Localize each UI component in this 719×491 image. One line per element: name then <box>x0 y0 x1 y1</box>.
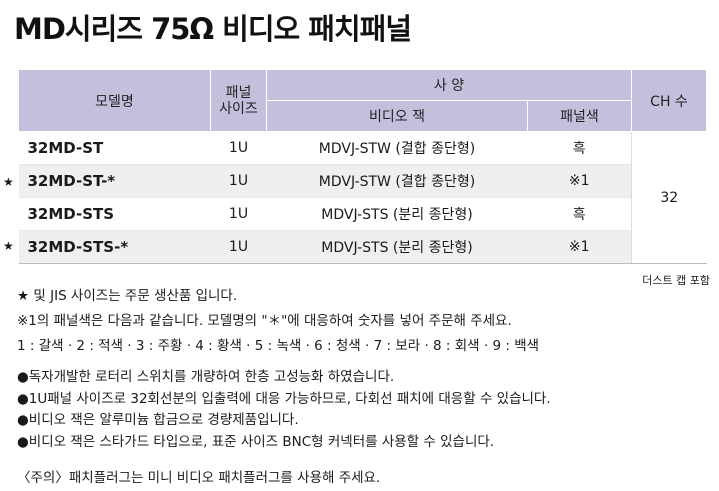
table-row-color: 흑 <box>527 131 632 165</box>
table-row-model: 32MD-STS-* <box>18 230 211 264</box>
note-line: ★ 및 JIS 사이즈는 주문 생산품 입니다. <box>17 288 238 304</box>
star-marker: ★ <box>3 175 14 189</box>
star-marker: ★ <box>3 239 14 253</box>
header-spec: 사 양 <box>266 69 632 101</box>
header-panel-size: 패널 사이즈 <box>210 69 267 132</box>
header-video-jack: 비디오 잭 <box>266 100 528 132</box>
note-line: ※1의 패널색은 다음과 같습니다. 모델명의 "＊"에 대응하여 숫자를 넣어… <box>17 313 512 329</box>
caution-note: 〈주의〉패치플러그는 미니 비디오 패치플러그를 사용해 주세요. <box>17 470 381 486</box>
table-row-jack: MDVJ-STS (분리 종단형) <box>266 197 528 231</box>
table-row-jack: MDVJ-STW (결합 종단형) <box>266 164 528 198</box>
table-row-jack: MDVJ-STS (분리 종단형) <box>266 230 528 264</box>
dust-cap-note: 더스트 캡 포함 <box>642 274 710 287</box>
table-row-model: 32MD-ST <box>18 131 211 165</box>
table-row-size: 1U <box>210 230 267 264</box>
spec-table: 모델명 패널 사이즈 사 양 CH 수 비디오 잭 패널색 32MD-ST 1U … <box>18 69 707 264</box>
table-row-model: 32MD-STS <box>18 197 211 231</box>
header-model: 모델명 <box>18 69 211 132</box>
table-row-color: 흑 <box>527 197 632 231</box>
table-row-size: 1U <box>210 131 267 165</box>
table-row-jack: MDVJ-STW (결합 종단형) <box>266 131 528 165</box>
order-notes: ★ 및 JIS 사이즈는 주문 생산품 입니다. ※1의 패널색은 다음과 같습… <box>17 284 539 359</box>
table-row-color: ※1 <box>527 230 632 264</box>
feature-item: ●독자개발한 로터리 스위치를 개량하여 한층 고성능화 하였습니다. <box>17 369 395 385</box>
header-panel-color: 패널색 <box>527 100 632 132</box>
table-row-size: 1U <box>210 164 267 198</box>
table-row-color: ※1 <box>527 164 632 198</box>
feature-list: ●독자개발한 로터리 스위치를 개량하여 한층 고성능화 하였습니다. ●1U패… <box>17 367 551 453</box>
feature-item: ●비디오 잭은 스타가드 타입으로, 표준 사이즈 BNC형 커넥터를 사용할 … <box>17 433 495 450</box>
page-title: MD시리즈 75Ω 비디오 패치패널 <box>14 12 412 46</box>
feature-item: ●1U패널 사이즈로 32회선분의 입출력에 대응 가능하므로, 다회선 패치에… <box>17 390 551 407</box>
table-row-model: 32MD-ST-* <box>18 164 211 198</box>
feature-item: ●비디오 잭은 알루미늄 합금으로 경량제품입니다. <box>17 412 299 428</box>
header-ch-count: CH 수 <box>631 69 707 132</box>
note-line: 1 : 갈색 · 2 : 적색 · 3 : 주황 · 4 : 황색 · 5 : … <box>17 338 540 354</box>
ch-count-value: 32 <box>631 131 707 264</box>
table-row-size: 1U <box>210 197 267 231</box>
